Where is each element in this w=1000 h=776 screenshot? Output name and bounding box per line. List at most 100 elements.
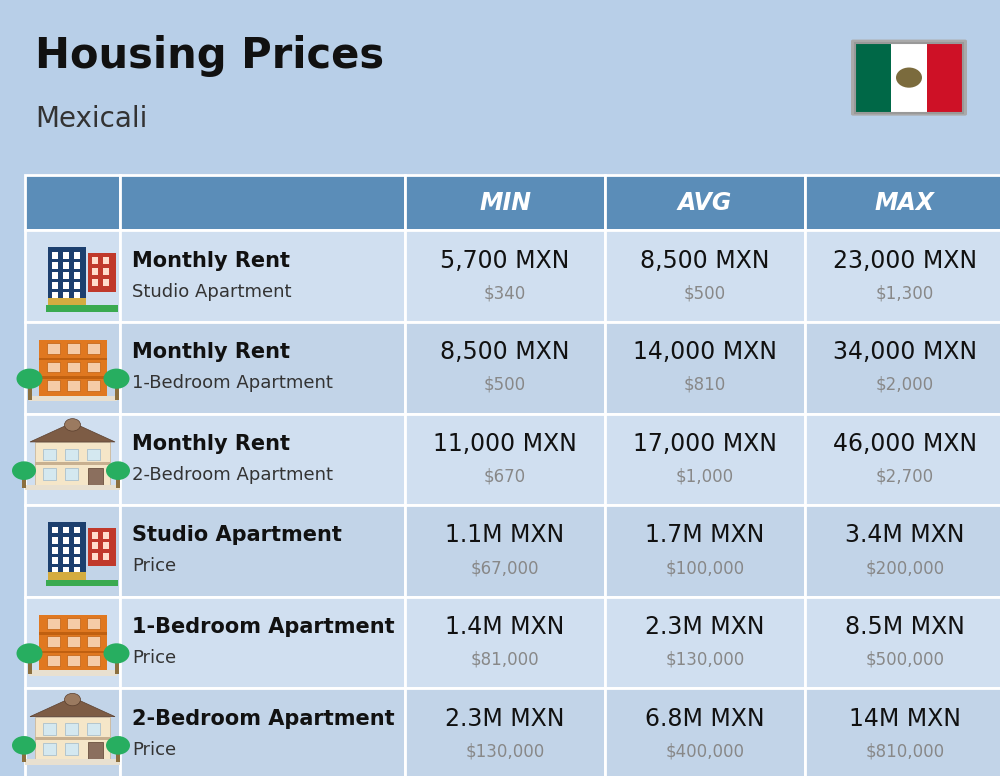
Bar [28, 386, 32, 400]
Bar [39, 358, 106, 360]
Bar [805, 175, 1000, 230]
Bar [35, 462, 110, 465]
Bar [87, 449, 100, 460]
Bar [74, 526, 80, 533]
Bar [92, 532, 98, 539]
Bar [62, 272, 68, 279]
Text: 34,000 MXN: 34,000 MXN [833, 341, 977, 364]
Bar [87, 618, 100, 629]
Bar [87, 655, 100, 666]
Bar [66, 655, 80, 666]
Bar [805, 505, 1000, 597]
Bar [103, 542, 109, 549]
Bar [25, 175, 120, 230]
Text: 1.1M MXN: 1.1M MXN [445, 524, 565, 547]
Bar [103, 268, 109, 275]
Text: $1,000: $1,000 [676, 467, 734, 486]
Bar [29, 670, 117, 676]
Bar [66, 618, 80, 629]
Bar [92, 268, 98, 275]
Bar [25, 414, 120, 505]
Text: Price: Price [132, 557, 176, 576]
Bar [120, 175, 405, 230]
Polygon shape [30, 697, 115, 716]
Bar [92, 553, 98, 560]
Text: $2,000: $2,000 [876, 376, 934, 394]
Bar [22, 475, 26, 487]
Bar [52, 556, 58, 563]
Bar [120, 505, 405, 597]
Bar [39, 340, 106, 396]
Bar [52, 272, 58, 279]
Bar [605, 230, 805, 322]
Bar [120, 230, 405, 322]
Bar [48, 297, 86, 305]
Bar [47, 655, 60, 666]
Bar [120, 688, 405, 776]
Bar [47, 618, 60, 629]
Bar [805, 414, 1000, 505]
Bar [47, 636, 60, 647]
Text: Monthly Rent: Monthly Rent [132, 342, 290, 362]
Text: 8,500 MXN: 8,500 MXN [440, 341, 570, 364]
Bar [47, 343, 60, 354]
Text: $130,000: $130,000 [465, 742, 545, 760]
Bar [47, 362, 60, 372]
Text: $500,000: $500,000 [865, 650, 944, 669]
Text: 11,000 MXN: 11,000 MXN [433, 432, 577, 456]
Text: 2.3M MXN: 2.3M MXN [645, 615, 765, 639]
Bar [65, 468, 78, 480]
Bar [25, 759, 120, 764]
Bar [52, 282, 58, 289]
Text: 17,000 MXN: 17,000 MXN [633, 432, 777, 456]
Text: $67,000: $67,000 [471, 559, 539, 577]
Bar [405, 597, 605, 688]
Bar [39, 376, 106, 379]
Bar [605, 688, 805, 776]
Bar [805, 230, 1000, 322]
Bar [927, 43, 963, 113]
Bar [87, 343, 100, 354]
Bar [47, 380, 60, 391]
Text: 3.4M MXN: 3.4M MXN [845, 524, 965, 547]
FancyBboxPatch shape [851, 40, 967, 116]
Bar [46, 580, 118, 586]
Circle shape [106, 461, 130, 480]
Bar [62, 282, 68, 289]
Bar [43, 723, 56, 735]
Bar [605, 505, 805, 597]
Bar [62, 556, 68, 563]
Text: Studio Apartment: Studio Apartment [132, 525, 342, 546]
Bar [74, 546, 80, 553]
Bar [855, 43, 891, 113]
Text: 6.8M MXN: 6.8M MXN [645, 707, 765, 730]
Bar [116, 475, 120, 487]
Bar [48, 247, 86, 305]
Bar [74, 251, 80, 258]
Bar [120, 322, 405, 414]
Text: $340: $340 [484, 284, 526, 303]
Circle shape [106, 736, 130, 754]
Text: $500: $500 [484, 376, 526, 394]
Bar [405, 688, 605, 776]
Bar [103, 279, 109, 286]
Bar [103, 553, 109, 560]
Text: MAX: MAX [875, 191, 935, 214]
Bar [22, 750, 26, 762]
Bar [66, 343, 80, 354]
Bar [25, 322, 120, 414]
Text: 1-Bedroom Apartment: 1-Bedroom Apartment [132, 617, 395, 637]
Text: 1-Bedroom Apartment: 1-Bedroom Apartment [132, 374, 333, 393]
Circle shape [17, 369, 43, 389]
Bar [103, 532, 109, 539]
Bar [805, 688, 1000, 776]
Bar [62, 536, 68, 543]
Bar [103, 257, 109, 264]
Bar [52, 566, 58, 573]
Bar [605, 414, 805, 505]
Bar [405, 505, 605, 597]
Bar [74, 282, 80, 289]
Bar [855, 43, 963, 113]
Bar [855, 43, 963, 113]
Bar [605, 175, 805, 230]
